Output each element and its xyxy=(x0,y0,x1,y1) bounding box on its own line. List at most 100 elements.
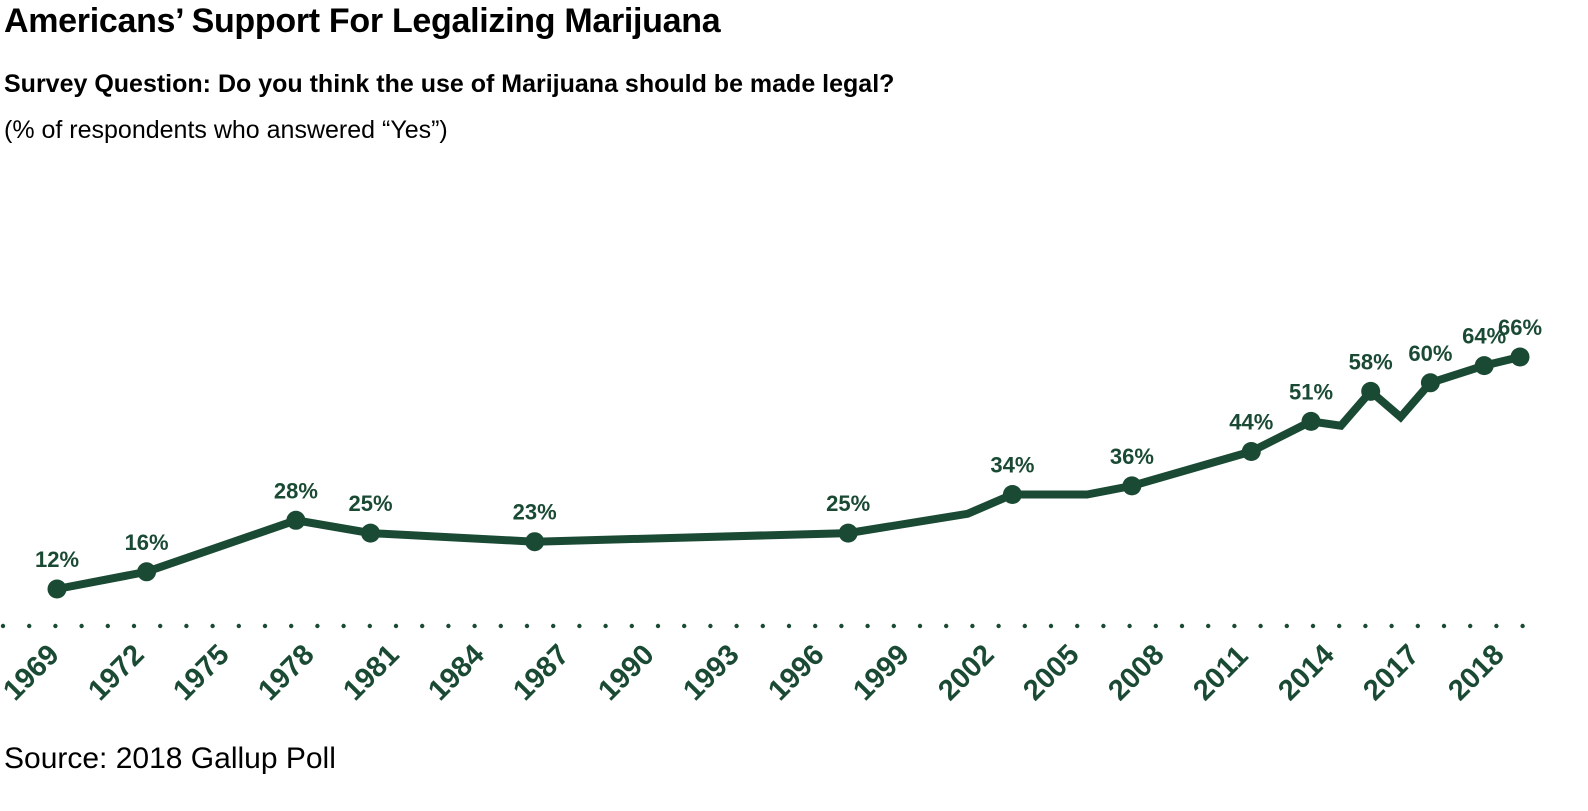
baseline-dot xyxy=(367,623,372,629)
data-point xyxy=(361,523,380,543)
baseline-dot xyxy=(1468,623,1473,629)
baseline-dot xyxy=(1389,623,1394,629)
data-label: 12% xyxy=(35,547,79,572)
baseline-dot xyxy=(1232,623,1237,629)
baseline-dot xyxy=(158,623,163,629)
x-tick-label: 2011 xyxy=(1187,640,1254,707)
data-label: 23% xyxy=(513,500,557,525)
baseline-dot xyxy=(944,623,949,629)
baseline-dot xyxy=(1179,623,1185,629)
data-label: 36% xyxy=(1110,444,1154,469)
baseline-dot xyxy=(1520,623,1525,629)
x-tick-label: 2018 xyxy=(1442,639,1510,707)
baseline-dot xyxy=(655,623,661,629)
baseline-dot xyxy=(917,623,923,629)
baseline-dot xyxy=(1363,623,1368,629)
baseline-dot xyxy=(236,623,241,629)
x-tick-label: 2005 xyxy=(1017,639,1085,707)
data-label: 28% xyxy=(274,478,318,503)
x-tick-label: 1981 xyxy=(337,639,405,707)
baseline-dot xyxy=(289,623,294,629)
baseline-dot xyxy=(1258,623,1263,629)
baseline-dot xyxy=(891,623,896,629)
x-tick-label: 2017 xyxy=(1357,639,1425,707)
baseline-dot xyxy=(1075,623,1080,629)
data-point xyxy=(1002,485,1022,504)
baseline-dot xyxy=(105,623,111,629)
baseline-dot xyxy=(498,623,503,629)
baseline-dot xyxy=(577,623,582,629)
baseline-dot xyxy=(813,623,818,629)
x-tick-label: 1993 xyxy=(677,639,745,707)
x-tick-label: 2008 xyxy=(1102,639,1170,707)
data-point xyxy=(1122,476,1142,496)
data-point xyxy=(838,523,858,543)
data-point xyxy=(47,579,67,599)
baseline-dot xyxy=(1494,623,1499,629)
baseline-dot xyxy=(341,623,346,629)
baseline-dot xyxy=(996,623,1001,629)
baseline-dot xyxy=(865,623,870,629)
baseline-dot xyxy=(708,623,713,629)
data-label: 58% xyxy=(1349,349,1393,374)
baseline-dot xyxy=(1337,623,1342,629)
data-point xyxy=(1510,347,1530,367)
data-point xyxy=(1241,442,1261,461)
baseline-dot xyxy=(682,623,687,629)
data-label: 34% xyxy=(990,453,1034,478)
data-label: 44% xyxy=(1229,410,1273,435)
data-label: 16% xyxy=(125,530,169,555)
data-point xyxy=(1301,411,1321,431)
baseline-dot xyxy=(524,623,530,629)
baseline-dot xyxy=(315,623,320,629)
baseline-dot xyxy=(1153,623,1159,629)
baseline-dot xyxy=(603,623,608,629)
x-tick-label: 1969 xyxy=(0,639,66,707)
baseline-dot xyxy=(393,623,399,629)
data-label: 60% xyxy=(1408,341,1452,366)
chart-source: Source: 2018 Gallup Poll xyxy=(4,742,336,775)
x-tick-label: 2002 xyxy=(932,639,1000,707)
baseline-dot xyxy=(1101,623,1106,629)
baseline-dot xyxy=(1441,623,1447,629)
baseline-dot xyxy=(446,623,451,629)
baseline-dot xyxy=(551,623,556,629)
chart-title: Americans’ Support For Legalizing Mariju… xyxy=(4,2,721,40)
x-tick-label: 1987 xyxy=(507,639,575,707)
baseline-dot xyxy=(1310,623,1316,629)
baseline-dot xyxy=(53,623,58,629)
baseline-dot xyxy=(184,623,189,629)
data-label: 25% xyxy=(826,491,870,516)
x-tick-label: 2014 xyxy=(1272,639,1340,707)
data-point xyxy=(525,532,545,552)
x-axis-baseline xyxy=(0,623,1525,629)
x-tick-label: 1990 xyxy=(592,639,660,707)
x-tick-label: 1978 xyxy=(252,639,320,707)
data-point xyxy=(1474,356,1494,376)
x-tick-label: 1984 xyxy=(422,639,490,707)
baseline-dot xyxy=(629,623,634,629)
series-line xyxy=(56,353,1521,593)
baseline-dot xyxy=(970,623,975,629)
baseline-dot xyxy=(734,623,739,629)
data-point xyxy=(286,510,306,530)
baseline-dot xyxy=(760,623,765,629)
data-label: 64% xyxy=(1462,324,1506,349)
baseline-dot xyxy=(210,623,215,629)
baseline-dot xyxy=(131,623,137,629)
x-tick-labels: 1969 1972 1975 1978 1981 1984 1987 1990 1993 1996… xyxy=(0,639,1511,707)
series-line-group: 12% 16% 28% 25% 23% 25% 34% 36% 44% 51% 58% 60% 64%6… xyxy=(35,315,1542,599)
baseline-dot xyxy=(839,623,844,629)
baseline-dot xyxy=(786,623,792,629)
data-point xyxy=(1361,381,1381,401)
x-tick-label: 1975 xyxy=(167,639,235,707)
x-tick-label: 1996 xyxy=(762,639,830,707)
baseline-dot xyxy=(1127,623,1132,629)
baseline-dot xyxy=(420,623,425,629)
baseline-dot xyxy=(79,623,84,629)
x-tick-label: 1972 xyxy=(82,639,150,707)
x-tick-label: 1999 xyxy=(847,639,915,707)
data-label: 66% xyxy=(1498,315,1542,340)
baseline-dot xyxy=(0,623,6,629)
